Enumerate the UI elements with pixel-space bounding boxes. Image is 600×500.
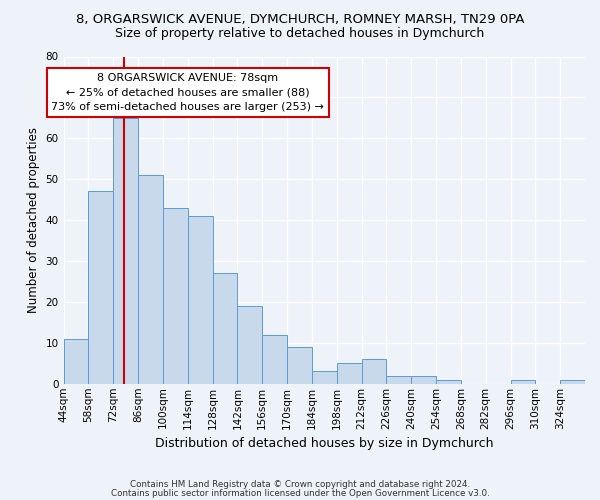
- Bar: [312, 372, 337, 384]
- Y-axis label: Number of detached properties: Number of detached properties: [27, 127, 40, 313]
- Bar: [362, 359, 386, 384]
- Bar: [287, 347, 312, 384]
- Bar: [212, 274, 238, 384]
- Bar: [337, 364, 362, 384]
- Bar: [386, 376, 411, 384]
- Text: Contains public sector information licensed under the Open Government Licence v3: Contains public sector information licen…: [110, 488, 490, 498]
- Bar: [560, 380, 585, 384]
- Bar: [163, 208, 188, 384]
- Bar: [113, 118, 138, 384]
- Text: Size of property relative to detached houses in Dymchurch: Size of property relative to detached ho…: [115, 28, 485, 40]
- Bar: [188, 216, 212, 384]
- Bar: [88, 192, 113, 384]
- Bar: [436, 380, 461, 384]
- X-axis label: Distribution of detached houses by size in Dymchurch: Distribution of detached houses by size …: [155, 437, 494, 450]
- Bar: [64, 339, 88, 384]
- Text: Contains HM Land Registry data © Crown copyright and database right 2024.: Contains HM Land Registry data © Crown c…: [130, 480, 470, 489]
- Bar: [238, 306, 262, 384]
- Bar: [411, 376, 436, 384]
- Text: 8 ORGARSWICK AVENUE: 78sqm
← 25% of detached houses are smaller (88)
73% of semi: 8 ORGARSWICK AVENUE: 78sqm ← 25% of deta…: [51, 73, 324, 112]
- Bar: [511, 380, 535, 384]
- Bar: [262, 334, 287, 384]
- Text: 8, ORGARSWICK AVENUE, DYMCHURCH, ROMNEY MARSH, TN29 0PA: 8, ORGARSWICK AVENUE, DYMCHURCH, ROMNEY …: [76, 12, 524, 26]
- Bar: [138, 175, 163, 384]
